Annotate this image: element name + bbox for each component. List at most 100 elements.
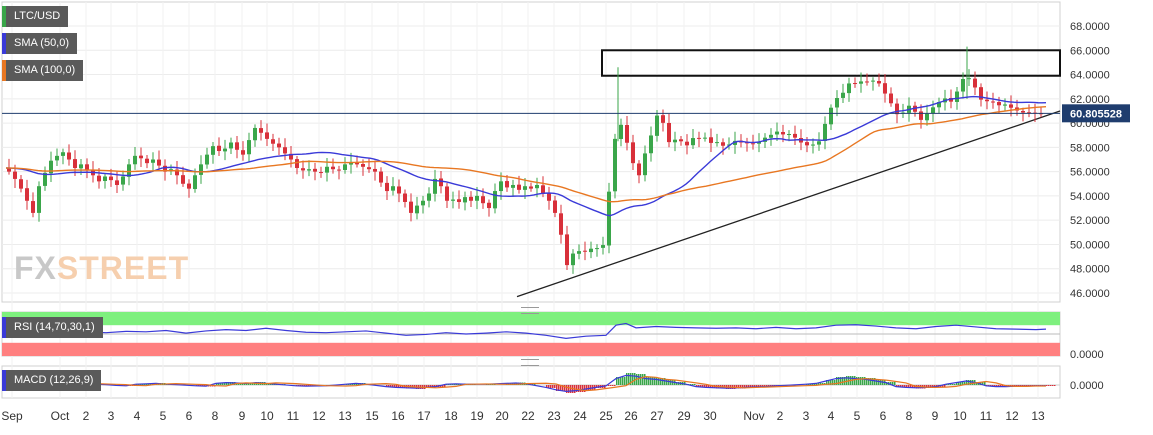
- candle-body: [787, 134, 791, 136]
- candle-body: [13, 171, 17, 179]
- current-price-badge: [1062, 104, 1130, 123]
- macd-histogram-bar: [710, 385, 712, 388]
- macd-histogram-bar: [560, 385, 562, 391]
- candle-body: [223, 148, 227, 152]
- macd-histogram-bar: [398, 385, 400, 388]
- candle-body: [379, 171, 383, 183]
- candle-body: [721, 142, 725, 146]
- candle-body: [589, 248, 593, 253]
- candle-body: [811, 144, 815, 146]
- candle-body: [889, 93, 893, 104]
- candle-body: [85, 164, 89, 171]
- watermark-part1: FX: [14, 250, 57, 286]
- macd-histogram-bar: [952, 384, 954, 385]
- macd-histogram-bar: [818, 383, 820, 385]
- macd-histogram-bar: [620, 377, 622, 385]
- candle-body: [577, 251, 581, 254]
- legend-macd[interactable]: MACD (12,26,9): [2, 370, 102, 391]
- y-tick-label: 68.0000: [1070, 21, 1110, 33]
- macd-histogram-bar: [810, 384, 812, 385]
- pane-splitter-rsi[interactable]: [521, 307, 539, 314]
- macd-histogram-bar: [862, 377, 864, 385]
- candle-body: [37, 186, 41, 213]
- candle-body: [547, 193, 551, 201]
- macd-histogram-bar: [626, 373, 628, 385]
- macd-histogram-bar: [614, 385, 616, 386]
- macd-histogram-bar: [864, 377, 866, 385]
- macd-histogram-bar: [576, 385, 578, 392]
- candle-body: [187, 183, 191, 189]
- candle-body: [733, 140, 737, 145]
- candle-body: [535, 184, 539, 189]
- macd-histogram-bar: [624, 377, 626, 385]
- macd-histogram-bar: [252, 383, 254, 385]
- macd-histogram-bar: [564, 385, 566, 391]
- legend-sma50[interactable]: SMA (50,0): [2, 33, 78, 54]
- macd-histogram-bar: [608, 385, 610, 386]
- macd-histogram-bar: [712, 385, 714, 388]
- macd-histogram-bar: [708, 385, 710, 388]
- candle-body: [433, 178, 437, 194]
- macd-histogram-bar: [704, 385, 706, 387]
- macd-histogram-bar: [304, 385, 306, 386]
- macd-histogram-bar: [962, 382, 964, 385]
- legend-rsi[interactable]: RSI (14,70,30,1): [2, 317, 103, 338]
- macd-histogram-bar: [556, 385, 558, 391]
- macd-histogram-bar: [702, 385, 704, 387]
- macd-histogram-bar: [640, 374, 642, 385]
- macd-histogram-bar: [968, 380, 970, 385]
- macd-histogram-bar: [354, 384, 356, 385]
- current-price-label: 60.805528: [1070, 108, 1122, 120]
- y-tick-label: 62.0000: [1070, 94, 1110, 106]
- macd-histogram-bar: [836, 377, 838, 385]
- x-tick-label: 10: [260, 409, 274, 423]
- macd-histogram-bar: [426, 385, 428, 388]
- legend-sma100[interactable]: SMA (100,0): [2, 60, 84, 81]
- macd-histogram-bar: [948, 384, 950, 385]
- macd-histogram-bar: [586, 385, 588, 390]
- macd-histogram-bar: [394, 385, 396, 387]
- x-tick-label: 17: [417, 409, 431, 423]
- macd-histogram-bar: [676, 382, 678, 385]
- macd-histogram-bar: [552, 385, 554, 388]
- candle-body: [163, 165, 167, 172]
- candle-body: [709, 137, 713, 143]
- candle-body: [253, 127, 257, 141]
- legend-symbol[interactable]: LTC/USD: [2, 6, 69, 27]
- macd-histogram-bar: [222, 383, 224, 385]
- candle-body: [277, 143, 281, 148]
- legend-sma50-label: SMA (50,0): [14, 37, 70, 49]
- x-tick-label: 8: [906, 409, 913, 423]
- candle-body: [19, 179, 23, 189]
- pane-splitter-macd[interactable]: [521, 359, 539, 366]
- macd-histogram-bar: [1054, 385, 1056, 386]
- candle-body: [211, 146, 215, 155]
- macd-histogram-bar: [748, 385, 750, 388]
- candle-body: [625, 125, 629, 143]
- rsi-oversold-zone: [2, 342, 1060, 356]
- x-tick-label: 11: [980, 409, 993, 423]
- candle-body: [673, 139, 677, 143]
- macd-histogram-bar: [532, 383, 534, 385]
- macd-histogram-bar: [400, 385, 402, 388]
- macd-histogram-bar: [874, 378, 876, 385]
- x-tick-label: 10: [953, 409, 967, 423]
- x-tick-label: 13: [338, 409, 352, 423]
- candle-body: [871, 80, 875, 82]
- x-tick-label: Oct: [51, 409, 70, 423]
- macd-histogram-bar: [900, 385, 902, 387]
- macd-histogram-bar: [928, 385, 930, 388]
- macd-histogram-bar: [740, 385, 742, 389]
- macd-histogram-bar: [218, 383, 220, 385]
- x-tick-label: 8: [212, 409, 219, 423]
- candle-body: [325, 166, 329, 173]
- candle-body: [619, 124, 623, 139]
- macd-histogram-bar: [584, 385, 586, 392]
- macd-histogram-bar: [822, 383, 824, 385]
- x-tick-label: 3: [803, 409, 810, 423]
- legend-stripe-blue: [2, 33, 6, 54]
- candle-body: [985, 99, 989, 102]
- candle-body: [553, 200, 557, 213]
